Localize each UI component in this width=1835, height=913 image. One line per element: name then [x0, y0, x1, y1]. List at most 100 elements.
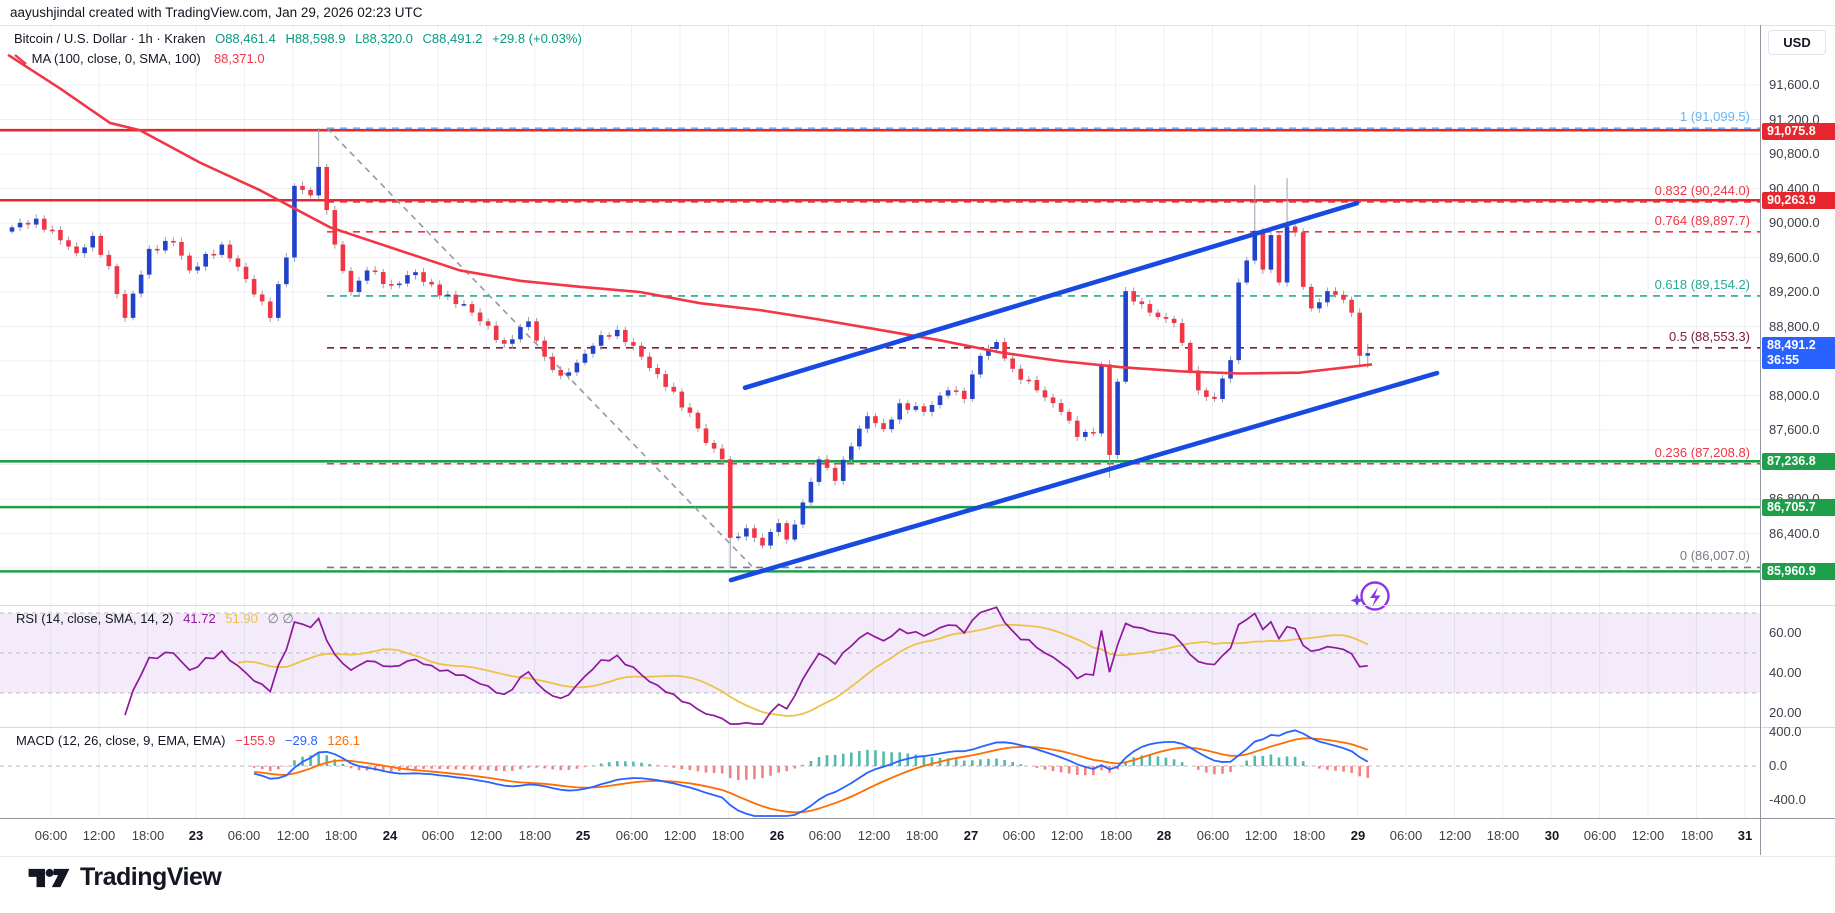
candle-down	[784, 523, 790, 540]
candle-down	[824, 459, 830, 468]
candle-up	[413, 272, 418, 276]
time-axis-label: 12:00	[663, 828, 697, 843]
candle-down	[171, 240, 176, 243]
candle-up	[978, 355, 983, 375]
candle-down	[606, 335, 612, 337]
candle-up	[405, 275, 410, 284]
candle-up	[865, 416, 870, 429]
candle-down	[1300, 232, 1306, 287]
candle-up	[857, 428, 862, 447]
rsi-legend[interactable]: RSI (14, close, SMA, 14, 2) 41.72 51.90 …	[16, 611, 294, 627]
candle-down	[1139, 301, 1145, 305]
pane-divider-macd[interactable]	[0, 727, 1835, 728]
ohlc-change: +29.8 (+0.03%)	[492, 31, 582, 46]
candle-down	[1292, 226, 1298, 233]
watermark: aayushjindal created with TradingView.co…	[10, 5, 423, 20]
candle-down	[1260, 230, 1266, 270]
macd-signal-value: 126.1	[327, 733, 360, 748]
candle-down	[187, 255, 192, 271]
candle-down	[251, 279, 257, 295]
candle-down	[832, 467, 838, 481]
candle-down	[380, 272, 386, 285]
tradingview-logo[interactable]: TradingView	[28, 863, 222, 892]
macd-line	[253, 729, 1369, 817]
fib-level-label: 0.236 (87,208.8)	[1654, 444, 1750, 460]
candle-up	[808, 481, 814, 503]
candle-up	[163, 240, 168, 251]
time-axis-label: 12:00	[1244, 828, 1278, 843]
candle-up	[364, 270, 370, 281]
candle-down	[1002, 342, 1007, 359]
candle-up	[1220, 378, 1225, 399]
candle-up	[614, 329, 620, 337]
time-axis-label: 18:00	[131, 828, 165, 843]
time-axis-day-label: 24	[382, 828, 398, 843]
candle-down	[388, 284, 394, 286]
candle-down	[953, 390, 959, 392]
time-axis-label: 06:00	[1196, 828, 1230, 843]
ma-legend[interactable]: MA (100, close, 0, SMA, 100) 88,371.0	[14, 51, 265, 66]
rsi-tick: 60.00	[1769, 625, 1802, 640]
rsi-ma-line	[237, 623, 1369, 717]
ma-legend-value: 88,371.0	[213, 51, 265, 66]
price-axis[interactable]: 91,600.0 91,200.0 90,800.0 90,400.0 90,000.0…	[1761, 25, 1835, 855]
candle-down	[639, 345, 644, 357]
candle-down	[348, 270, 354, 292]
candle-up	[889, 419, 894, 430]
time-axis-label: 18:00	[1680, 828, 1714, 843]
time-axis-label: 12:00	[1050, 828, 1084, 843]
time-axis-label: 06:00	[421, 828, 455, 843]
candle-down	[1155, 312, 1161, 318]
time-axis[interactable]: 06:00 12:00 18:00 23 06:00 12:00 18:00 24 06:00 1…	[0, 818, 1760, 855]
candle-down	[1042, 390, 1048, 398]
candle-up	[292, 185, 297, 258]
candle-up	[1244, 260, 1250, 283]
candle-down	[50, 229, 55, 232]
candle-down	[154, 248, 160, 251]
candle-up	[566, 372, 572, 376]
candle-up	[356, 280, 362, 292]
candle-down	[300, 185, 305, 190]
candle-down	[1308, 286, 1314, 309]
candle-down	[453, 294, 459, 305]
candle-up	[146, 248, 152, 275]
rsi-line	[124, 606, 1368, 725]
time-axis-label: 06:00	[615, 828, 649, 843]
candle-up	[848, 446, 854, 460]
candle-up	[33, 218, 39, 225]
price-tick: 91,600.0	[1769, 77, 1820, 92]
rsi-ma-value: 51.90	[225, 611, 258, 626]
macd-legend-name: MACD (12, 26, close, 9, EMA, EMA)	[16, 733, 226, 748]
candle-down	[905, 403, 911, 410]
fib-level-label: 0.764 (89,897.7)	[1654, 212, 1750, 228]
candle-up	[526, 321, 531, 328]
macd-legend[interactable]: MACD (12, 26, close, 9, EMA, EMA) −155.9…	[16, 733, 360, 748]
currency-button[interactable]: USD	[1768, 30, 1826, 55]
candle-up	[590, 345, 596, 354]
candle-up	[138, 274, 144, 294]
price-tick: 88,000.0	[1769, 387, 1820, 403]
level-price-badge: 85,960.9	[1762, 562, 1835, 580]
candle-down	[1034, 380, 1040, 391]
sparkle-icon	[1350, 594, 1364, 607]
macd-signal-line	[254, 737, 1369, 814]
time-axis-day-label: 23	[188, 828, 204, 843]
candle-up	[219, 244, 225, 255]
rsi-value: 41.72	[183, 611, 216, 626]
time-axis-label: 12:00	[276, 828, 310, 843]
symbol-title[interactable]: Bitcoin / U.S. Dollar · 1h · Kraken	[14, 31, 206, 46]
candle-up	[9, 227, 15, 232]
candle-up	[1325, 291, 1330, 303]
symbol-legend[interactable]: Bitcoin / U.S. Dollar · 1h · Kraken O88,…	[14, 31, 582, 46]
candle-up	[776, 523, 781, 532]
candle-down	[1163, 317, 1169, 319]
ma100-line	[7, 53, 1373, 375]
candle-down	[1204, 390, 1209, 397]
macd-tick: 0.0	[1769, 758, 1788, 773]
candle-down	[961, 390, 967, 399]
pane-divider-rsi[interactable]	[0, 605, 1835, 606]
ohlc-close: C88,491.2	[422, 31, 483, 46]
candle-down	[1010, 358, 1015, 369]
